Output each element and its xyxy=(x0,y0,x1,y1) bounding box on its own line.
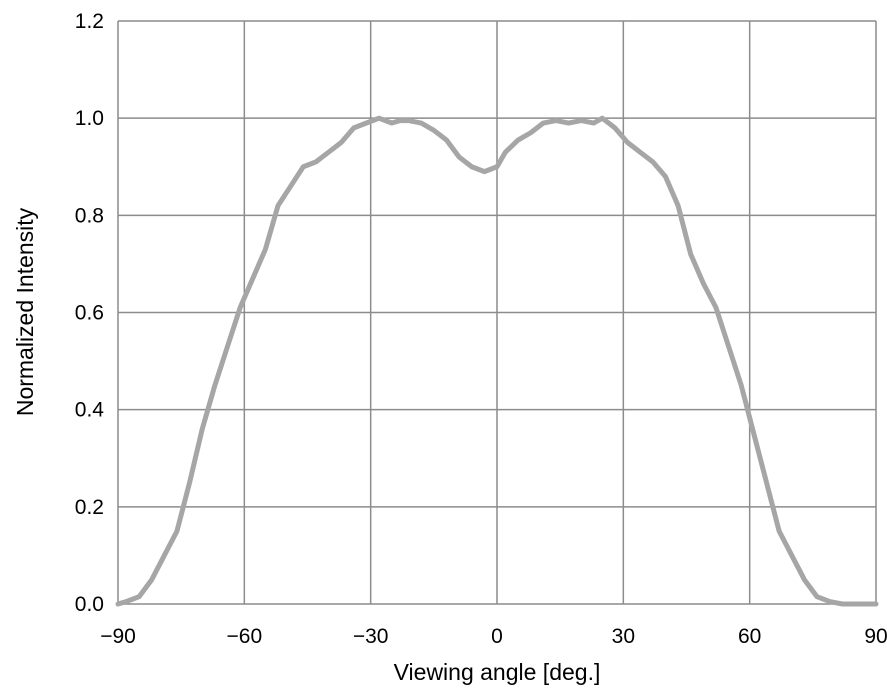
x-tick-labels: −90 −60 −30 0 30 60 90 xyxy=(100,625,887,648)
x-tick-label: −30 xyxy=(353,625,389,648)
series-layer xyxy=(115,115,879,607)
y-tick-label: 0.4 xyxy=(75,399,105,422)
y-axis-label: Normalized Intensity xyxy=(12,207,38,416)
x-tick-label: 30 xyxy=(612,625,635,648)
y-tick-label: 0.8 xyxy=(75,204,104,227)
series-line xyxy=(115,115,879,607)
y-tick-label: 1.2 xyxy=(75,10,104,33)
y-tick-labels: 0.0 0.2 0.4 0.6 0.8 1.0 1.2 xyxy=(75,10,105,616)
y-tick-label: 0.6 xyxy=(75,302,104,325)
x-tick-label: 0 xyxy=(491,625,503,648)
y-tick-label: 1.0 xyxy=(75,107,104,130)
x-tick-label: −60 xyxy=(227,625,263,648)
x-tick-label: −90 xyxy=(100,625,136,648)
x-tick-label: 90 xyxy=(864,625,887,648)
y-tick-label: 0.2 xyxy=(75,496,104,519)
x-tick-label: 60 xyxy=(738,625,761,648)
grid xyxy=(117,20,877,605)
y-tick-label: 0.0 xyxy=(75,593,104,616)
x-axis-label: Viewing angle [deg.] xyxy=(394,659,601,685)
